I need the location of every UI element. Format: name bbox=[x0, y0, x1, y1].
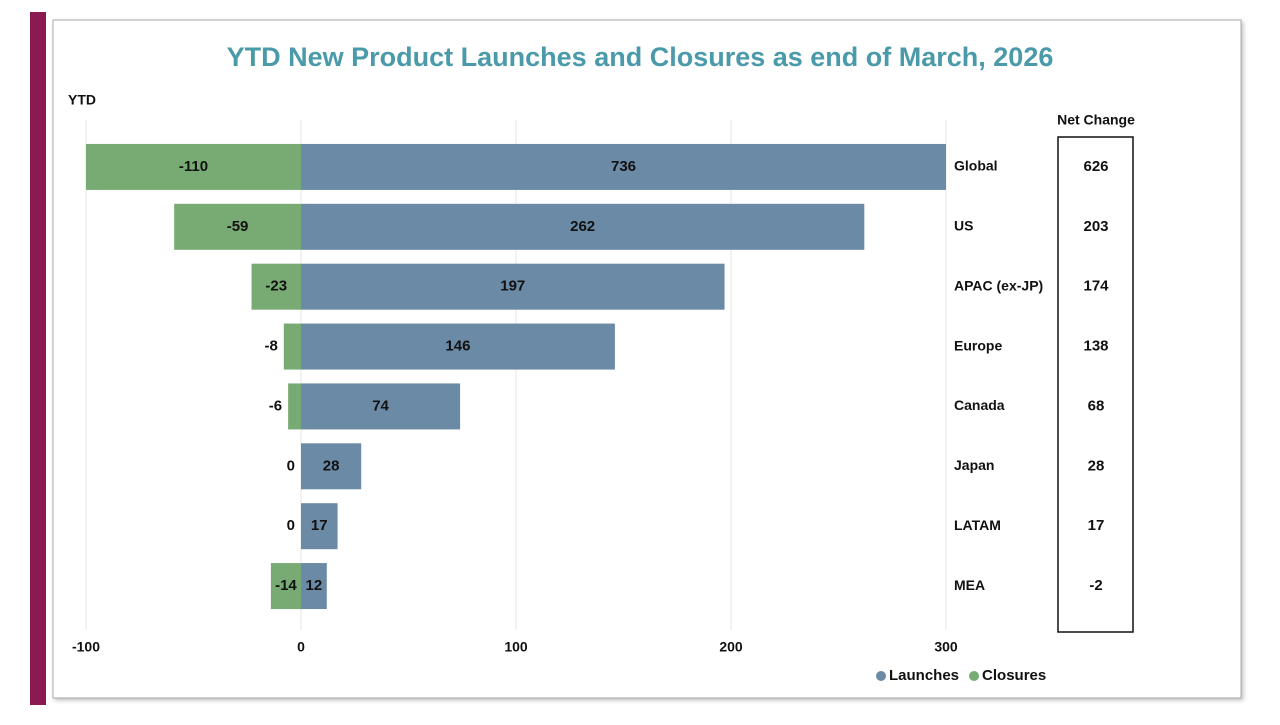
data-label: 12 bbox=[306, 577, 323, 594]
data-label: 74 bbox=[372, 397, 389, 414]
x-tick-label: 200 bbox=[719, 639, 743, 655]
data-label: -6 bbox=[269, 397, 282, 414]
net-change-title: Net Change bbox=[1057, 112, 1135, 128]
x-tick-label: -100 bbox=[72, 639, 100, 655]
bar bbox=[301, 503, 338, 550]
accent-bar bbox=[30, 12, 46, 705]
net-change-value: -2 bbox=[1089, 577, 1102, 594]
data-label: -8 bbox=[264, 338, 277, 355]
legend-label: Launches bbox=[889, 667, 959, 684]
x-tick-label: 100 bbox=[504, 639, 528, 655]
x-tick-label: 0 bbox=[297, 639, 305, 655]
bar bbox=[301, 263, 725, 310]
data-label: 197 bbox=[500, 278, 525, 295]
bar bbox=[283, 323, 301, 370]
y-axis-label: YTD bbox=[68, 92, 96, 108]
data-label: 262 bbox=[570, 218, 595, 235]
x-tick-label: 300 bbox=[934, 639, 958, 655]
data-label: 146 bbox=[445, 338, 470, 355]
net-change-value: 174 bbox=[1083, 278, 1109, 295]
data-label: -110 bbox=[179, 158, 208, 175]
legend-marker bbox=[969, 671, 980, 681]
net-change-value: 626 bbox=[1083, 158, 1108, 175]
bar bbox=[301, 323, 615, 370]
net-change-value: 68 bbox=[1088, 397, 1105, 414]
data-label: -59 bbox=[227, 218, 249, 235]
net-change-value: 138 bbox=[1083, 338, 1108, 355]
bar bbox=[301, 203, 865, 250]
data-label: 17 bbox=[311, 517, 328, 534]
bar bbox=[86, 143, 301, 190]
category-label: LATAM bbox=[954, 517, 1001, 533]
bar bbox=[301, 443, 362, 490]
chart-title: YTD New Product Launches and Closures as… bbox=[227, 42, 1054, 72]
category-label: MEA bbox=[954, 577, 985, 593]
category-label: APAC (ex-JP) bbox=[954, 277, 1043, 293]
bar bbox=[251, 263, 301, 310]
chart-frame bbox=[52, 19, 1242, 699]
category-label: Global bbox=[954, 158, 998, 174]
legend-marker bbox=[876, 671, 886, 681]
bar bbox=[301, 383, 461, 430]
category-label: Europe bbox=[954, 337, 1002, 353]
data-label: 0 bbox=[287, 517, 295, 534]
data-label: 28 bbox=[323, 457, 340, 474]
bar bbox=[301, 143, 946, 190]
bar bbox=[270, 563, 301, 610]
category-label: Canada bbox=[954, 397, 1005, 413]
data-label: 0 bbox=[287, 457, 295, 474]
net-change-value: 203 bbox=[1083, 218, 1108, 235]
net-change-value: 28 bbox=[1088, 457, 1105, 474]
data-label: -23 bbox=[265, 278, 287, 295]
data-label: 736 bbox=[611, 158, 636, 175]
bar bbox=[301, 563, 327, 610]
net-change-value: 17 bbox=[1088, 517, 1105, 534]
category-label: Japan bbox=[954, 457, 994, 473]
bar bbox=[174, 203, 301, 250]
data-label: -14 bbox=[275, 577, 297, 594]
net-change-box bbox=[1057, 136, 1134, 633]
legend-label: Closures bbox=[982, 667, 1046, 684]
category-label: US bbox=[954, 218, 973, 234]
bar bbox=[288, 383, 301, 430]
